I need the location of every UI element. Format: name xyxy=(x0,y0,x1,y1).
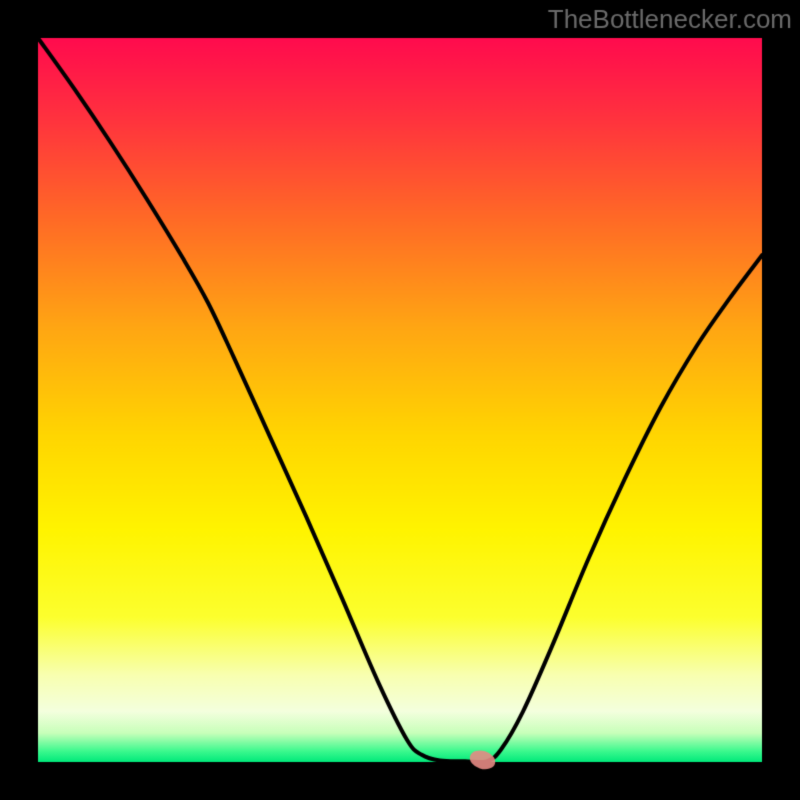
bottleneck-chart xyxy=(0,0,800,800)
